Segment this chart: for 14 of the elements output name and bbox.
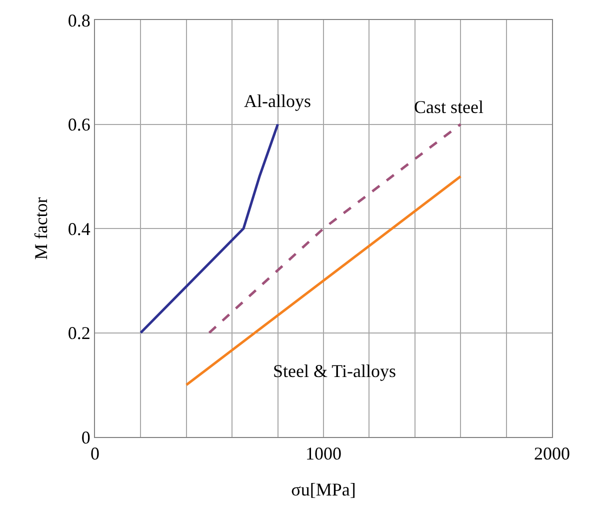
line-series bbox=[208, 123, 462, 334]
x-tick-label: 1000 bbox=[306, 444, 342, 464]
annotation: Cast steel bbox=[414, 97, 484, 117]
y-tick-label: 0 bbox=[81, 427, 90, 448]
annotation: Steel & Ti-alloys bbox=[273, 361, 396, 381]
y-tick-label: 0.4 bbox=[68, 218, 90, 239]
annotation: Al-alloys bbox=[244, 91, 311, 111]
x-axis-title: σu[MPa] bbox=[291, 480, 356, 500]
y-tick-label: 0.2 bbox=[68, 323, 90, 344]
y-tick-label: 0.8 bbox=[68, 10, 90, 30]
line-series bbox=[139, 123, 280, 334]
y-axis-title: M factor bbox=[31, 197, 52, 260]
x-tick-label: 2000 bbox=[534, 444, 570, 464]
y-tick-label: 0.6 bbox=[68, 114, 90, 135]
